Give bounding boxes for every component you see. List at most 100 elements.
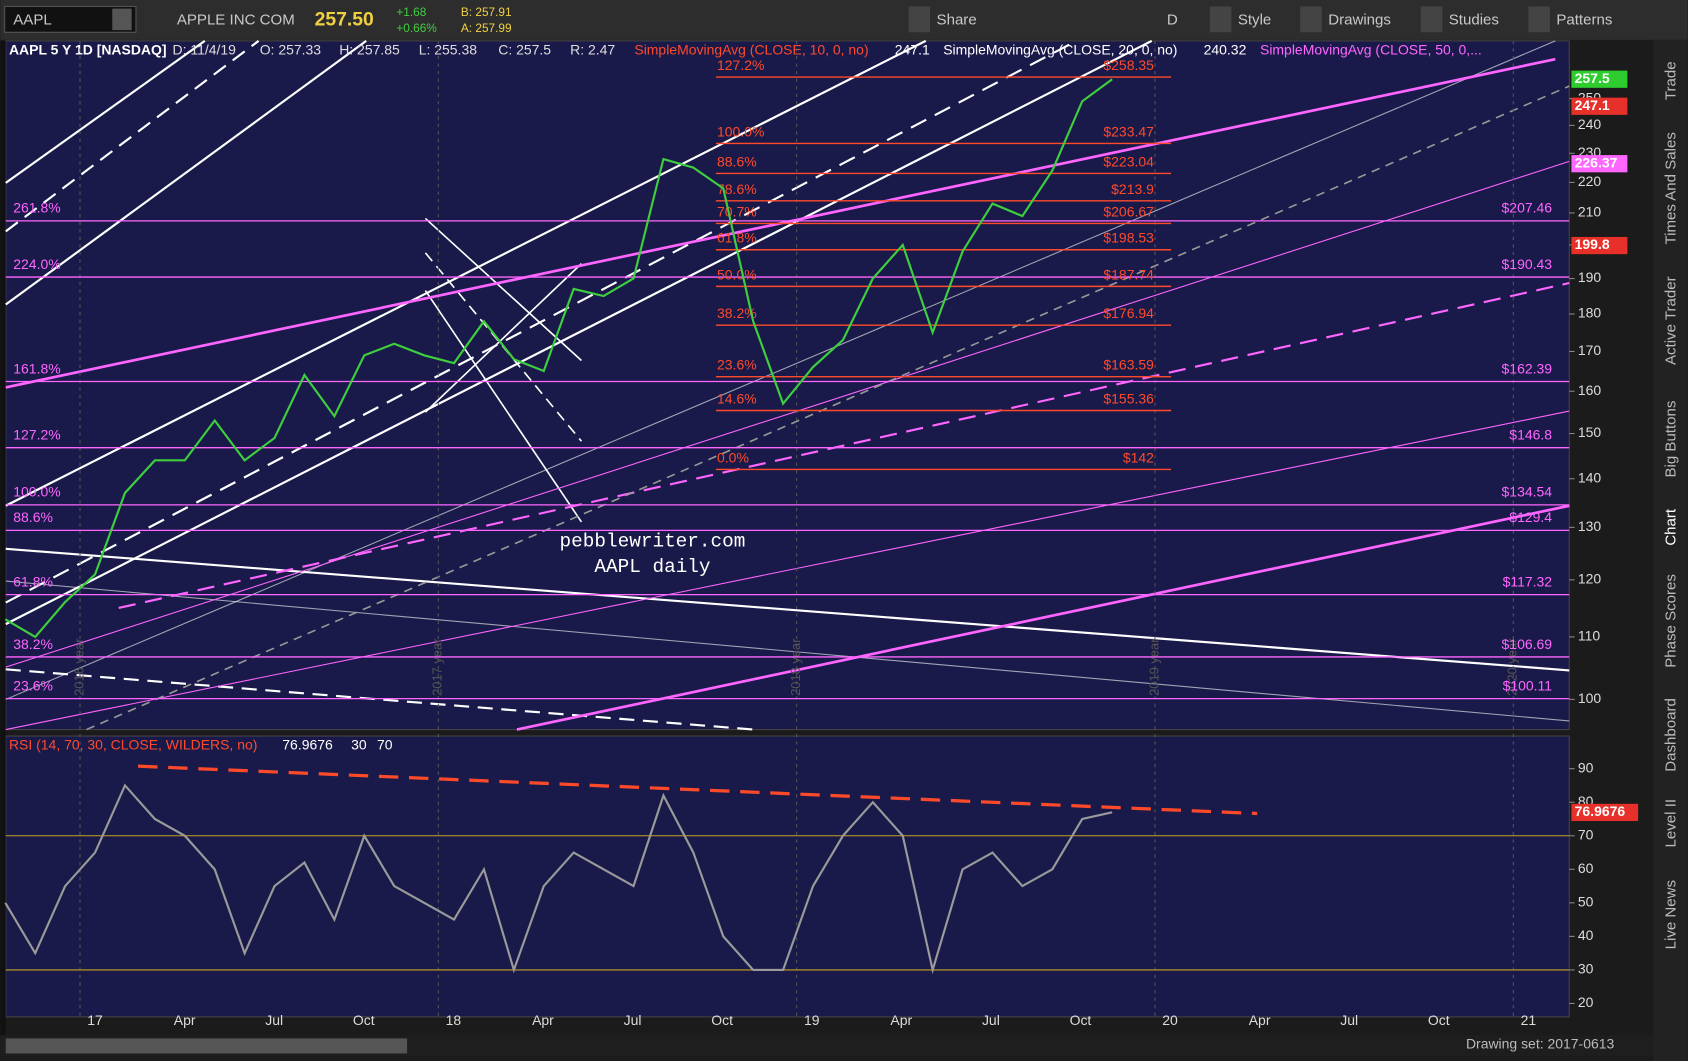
x-tick-label: Jul bbox=[1340, 1012, 1358, 1028]
header-item: L: 255.38 bbox=[419, 41, 477, 57]
side-tab[interactable]: Phase Scores bbox=[1662, 574, 1679, 668]
side-tab[interactable]: Level II bbox=[1662, 799, 1679, 848]
header-item: AAPL 5 Y 1D [NASDAQ] bbox=[9, 41, 167, 57]
side-tab[interactable]: Active Trader bbox=[1662, 276, 1679, 365]
toolbar-button[interactable] bbox=[908, 6, 931, 33]
fib-retracement-pct: 38.2% bbox=[717, 305, 757, 321]
price-tag bbox=[1571, 155, 1628, 173]
side-tab[interactable]: Live News bbox=[1662, 880, 1679, 949]
toolbar-button-label[interactable]: Share bbox=[937, 11, 977, 28]
trendlines bbox=[5, 39, 1570, 816]
symbol-dropdown[interactable] bbox=[112, 8, 132, 31]
fib-extension-pct: 224.0% bbox=[13, 256, 60, 272]
fib-extension-price: $207.46 bbox=[1502, 200, 1553, 216]
price-tag bbox=[1571, 236, 1628, 255]
year-marker: 2016 year bbox=[71, 638, 86, 696]
side-tab[interactable]: Chart bbox=[1662, 508, 1679, 546]
fib-retracement-price: $206.67 bbox=[1103, 203, 1154, 219]
rsi-tick-label: 30 bbox=[1578, 961, 1594, 977]
fib-retracement-price: $163.59 bbox=[1103, 357, 1154, 373]
fib-extension-pct: 88.6% bbox=[13, 509, 53, 525]
fib-retracement-price: $258.35 bbox=[1103, 57, 1154, 73]
side-tab[interactable]: Trade bbox=[1662, 61, 1679, 100]
price-tag bbox=[1571, 97, 1628, 115]
rsi-level-label: 30 bbox=[351, 736, 367, 752]
fib-retracement-pct: 23.6% bbox=[717, 357, 757, 373]
scroll-thumb[interactable] bbox=[5, 1038, 408, 1054]
header-item: R: 2.47 bbox=[570, 41, 615, 57]
fib-retracement-price: $198.53 bbox=[1103, 230, 1154, 246]
x-tick-label: Oct bbox=[1428, 1012, 1450, 1028]
toolbar-button[interactable] bbox=[1528, 6, 1550, 33]
fib-extension-pct: 161.8% bbox=[13, 360, 60, 376]
x-tick-label: Jul bbox=[624, 1012, 642, 1028]
toolbar-button[interactable] bbox=[1209, 6, 1232, 33]
x-tick-label: Apr bbox=[1249, 1012, 1271, 1028]
x-tick-label: 20 bbox=[1162, 1012, 1178, 1028]
fib-retracement-pct: 78.6% bbox=[717, 181, 757, 197]
x-tick-label: Jul bbox=[982, 1012, 1000, 1028]
side-tab[interactable]: Dashboard bbox=[1662, 698, 1679, 772]
y-tick-label: 170 bbox=[1578, 342, 1602, 358]
fib-extension-price: $162.39 bbox=[1502, 360, 1553, 376]
side-tab[interactable]: Big Buttons bbox=[1662, 401, 1679, 478]
fib-extension-price: $117.32 bbox=[1503, 573, 1553, 589]
fib-retracement-pct: 61.8% bbox=[717, 230, 757, 246]
x-tick-label: Apr bbox=[532, 1012, 554, 1028]
fib-retracement-pct: 70.7% bbox=[717, 203, 757, 219]
company: APPLE INC COM bbox=[177, 11, 295, 28]
price-tag-label: 226.37 bbox=[1575, 154, 1618, 170]
fib-retracement-price: $187.74 bbox=[1103, 266, 1154, 282]
bid: B: 257.91 bbox=[461, 5, 512, 19]
rsi-panel bbox=[5, 735, 1570, 1018]
x-tick-label: Apr bbox=[890, 1012, 912, 1028]
x-tick-label: 21 bbox=[1521, 1012, 1537, 1028]
x-tick-label: Oct bbox=[711, 1012, 733, 1028]
fib-retracement-pct: 127.2% bbox=[717, 57, 764, 73]
y-tick-label: 110 bbox=[1578, 628, 1601, 644]
toolbar-button-label[interactable]: Studies bbox=[1449, 11, 1499, 28]
rsi-tick-label: 20 bbox=[1578, 994, 1594, 1010]
x-tick-label: 19 bbox=[804, 1012, 820, 1028]
rsi-current-tag bbox=[1571, 803, 1639, 822]
toolbar-button[interactable] bbox=[1300, 6, 1322, 33]
y-tick-label: 100 bbox=[1578, 690, 1602, 706]
rsi-tick-label: 70 bbox=[1578, 826, 1594, 842]
study-value: 247.1 bbox=[895, 41, 930, 57]
fib-extension-pct: 261.8% bbox=[13, 200, 60, 216]
drawing-set: Drawing set: 2017-0613 bbox=[1466, 1036, 1615, 1052]
header-item: H: 257.85 bbox=[339, 41, 400, 57]
side-tab[interactable]: Times And Sales bbox=[1662, 132, 1679, 244]
fib-extension-price: $106.69 bbox=[1502, 636, 1553, 652]
header-item: O: 257.33 bbox=[260, 41, 322, 57]
watermark: AAPL daily bbox=[594, 556, 710, 578]
study-label: SimpleMovingAvg (CLOSE, 20, 0, no) bbox=[943, 41, 1177, 57]
study-label: SimpleMovingAvg (CLOSE, 50, 0,... bbox=[1260, 41, 1482, 57]
fib-extension-price: $100.11 bbox=[1503, 678, 1553, 694]
ask: A: 257.99 bbox=[461, 21, 512, 35]
fib-retracement-pct: 50.0% bbox=[717, 266, 757, 282]
change: +1.68 bbox=[396, 5, 426, 19]
fib-extension-price: $190.43 bbox=[1502, 256, 1553, 272]
toolbar-button-label[interactable]: Patterns bbox=[1556, 11, 1612, 28]
fib-extension-price: $134.54 bbox=[1502, 484, 1553, 500]
fib-retracement-price: $155.36 bbox=[1103, 390, 1154, 406]
toolbar-button[interactable] bbox=[1420, 6, 1443, 33]
fib-extension-pct: 61.8% bbox=[13, 573, 53, 589]
price-tag-label: 247.1 bbox=[1575, 97, 1610, 113]
y-tick-label: 240 bbox=[1578, 116, 1602, 132]
fib-retracement-price: $223.04 bbox=[1103, 153, 1154, 169]
fib-retracement-price: $213.9 bbox=[1111, 181, 1154, 197]
rsi-title: RSI (14, 70, 30, CLOSE, WILDERS, no) bbox=[9, 736, 257, 752]
y-tick-label: 160 bbox=[1578, 382, 1602, 398]
toolbar-button-label[interactable]: Style bbox=[1238, 11, 1271, 28]
toolbar-button-label[interactable]: Drawings bbox=[1328, 11, 1391, 28]
x-tick-label: Apr bbox=[174, 1012, 196, 1028]
header-item: D: 11/4/19 bbox=[173, 41, 237, 57]
scrollbar[interactable] bbox=[0, 1035, 1654, 1057]
rsi-line bbox=[4, 783, 1113, 975]
side-bar bbox=[1653, 39, 1688, 1061]
aggregation[interactable]: D bbox=[1167, 11, 1178, 28]
